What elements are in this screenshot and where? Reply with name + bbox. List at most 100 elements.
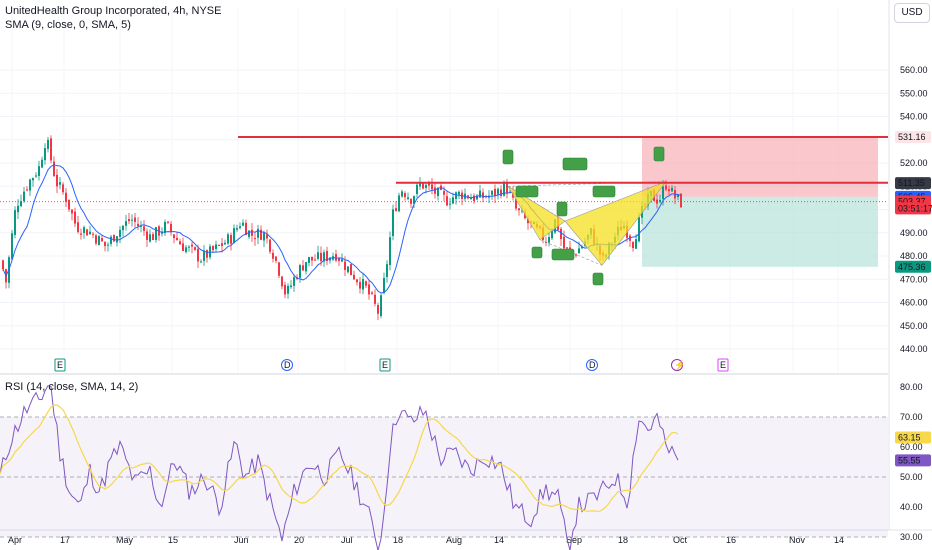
candle-body bbox=[77, 222, 79, 232]
candle-body bbox=[89, 231, 91, 234]
candle-body bbox=[98, 236, 100, 246]
price-tick-label: 550.00 bbox=[900, 88, 928, 98]
time-tick-label: 14 bbox=[494, 535, 504, 545]
price-axis-label-bg bbox=[895, 202, 931, 215]
price-axis-label: 511.35 bbox=[898, 178, 925, 188]
price-tick-label: 450.00 bbox=[900, 321, 928, 331]
candle-body bbox=[245, 222, 247, 236]
candle-body bbox=[44, 148, 46, 161]
rsi-tick-label: 40.00 bbox=[900, 502, 923, 512]
candle-body bbox=[71, 209, 73, 214]
candle-body bbox=[32, 178, 34, 181]
candle-body bbox=[113, 234, 115, 242]
candle-body bbox=[377, 304, 379, 314]
candle-body bbox=[83, 227, 85, 234]
candle-body bbox=[665, 185, 667, 190]
price-axis-label: 503.37 bbox=[898, 197, 926, 207]
candle-body bbox=[164, 221, 166, 234]
candle-body bbox=[236, 228, 238, 230]
candle-body bbox=[266, 234, 268, 239]
candle-body bbox=[65, 192, 67, 202]
candle-body bbox=[146, 231, 148, 240]
candle-body bbox=[125, 221, 127, 226]
price-tick-label: 490.00 bbox=[900, 228, 928, 238]
candle-body bbox=[329, 257, 331, 261]
candle-body bbox=[437, 187, 439, 197]
candle-body bbox=[668, 189, 670, 192]
harmonic-point-label bbox=[531, 246, 543, 259]
candle-body bbox=[473, 195, 475, 202]
candle-body bbox=[548, 237, 550, 243]
time-tick-label: 17 bbox=[60, 535, 70, 545]
candle-body bbox=[179, 241, 181, 245]
price-axis-label: 531.16 bbox=[898, 132, 926, 142]
candle-body bbox=[335, 254, 337, 261]
candle-body bbox=[293, 277, 295, 286]
candle-body bbox=[560, 228, 562, 240]
price-axis-label: 475.36 bbox=[898, 262, 926, 272]
harmonic-triangle-xab bbox=[507, 185, 566, 241]
time-tick-label: Sep bbox=[566, 535, 582, 545]
candle-body bbox=[269, 239, 271, 252]
candle-body bbox=[446, 196, 448, 206]
time-tick-label: 20 bbox=[294, 535, 304, 545]
candle-body bbox=[506, 183, 508, 194]
sma-line bbox=[2, 164, 682, 294]
rsi-line bbox=[0, 385, 679, 550]
rsi-tick-label: 60.00 bbox=[900, 442, 923, 452]
candle-body bbox=[497, 188, 499, 195]
price-tick-label: 460.00 bbox=[900, 298, 928, 308]
candle-body bbox=[359, 281, 361, 289]
candle-body bbox=[656, 199, 658, 204]
candle-body bbox=[449, 203, 451, 205]
candle-body bbox=[680, 193, 682, 208]
earnings-marker-label: E bbox=[382, 360, 388, 370]
time-tick-label: 16 bbox=[726, 535, 736, 545]
candle-body bbox=[410, 198, 412, 204]
candle-body bbox=[383, 277, 385, 293]
candle-body bbox=[500, 189, 502, 196]
time-tick-label: Aug bbox=[446, 535, 462, 545]
currency-button[interactable]: USD bbox=[894, 3, 930, 23]
candle-body bbox=[110, 236, 112, 244]
candle-body bbox=[491, 190, 493, 195]
time-tick-label: May bbox=[116, 535, 134, 545]
candle-body bbox=[635, 239, 637, 249]
candle-body bbox=[419, 183, 421, 187]
candle-body bbox=[242, 222, 244, 226]
harmonic-point-label bbox=[551, 248, 575, 261]
candle-body bbox=[107, 244, 109, 246]
rsi-tick-label: 80.00 bbox=[900, 382, 923, 392]
candle-body bbox=[86, 229, 88, 236]
candle-body bbox=[143, 226, 145, 231]
price-tick-label: 540.00 bbox=[900, 112, 928, 122]
candle-body bbox=[317, 252, 319, 259]
candle-body bbox=[356, 279, 358, 283]
dividend-marker bbox=[281, 359, 293, 371]
candle-body bbox=[458, 191, 460, 195]
candle-body bbox=[371, 292, 373, 294]
candle-body bbox=[224, 242, 226, 245]
candle-body bbox=[185, 247, 187, 252]
candle-body bbox=[482, 192, 484, 198]
price-tick-label: 560.00 bbox=[900, 65, 928, 75]
candle-body bbox=[212, 245, 214, 251]
candle-body bbox=[248, 230, 250, 237]
candle-body bbox=[23, 191, 25, 201]
candle-body bbox=[200, 261, 202, 263]
time-tick-label: Nov bbox=[789, 535, 806, 545]
candle-body bbox=[254, 238, 256, 240]
candle-body bbox=[323, 252, 325, 262]
candle-body bbox=[434, 187, 436, 194]
candle-body bbox=[38, 166, 40, 176]
candle-body bbox=[176, 237, 178, 241]
candle-body bbox=[374, 294, 376, 304]
candle-body bbox=[476, 195, 478, 200]
rsi-ma-line bbox=[0, 404, 679, 512]
rsi-axis-label-bg bbox=[895, 454, 931, 467]
price-tick-label: 470.00 bbox=[900, 274, 928, 284]
candle-body bbox=[140, 225, 142, 227]
candle-body bbox=[278, 262, 280, 276]
candle-body bbox=[221, 243, 223, 247]
